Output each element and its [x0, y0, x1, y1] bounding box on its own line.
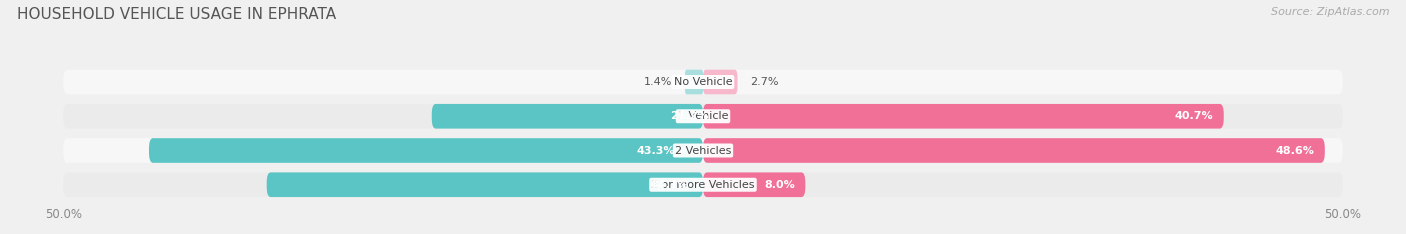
- Text: 1 Vehicle: 1 Vehicle: [678, 111, 728, 121]
- FancyBboxPatch shape: [703, 104, 1223, 129]
- FancyBboxPatch shape: [63, 70, 1343, 94]
- Text: 43.3%: 43.3%: [637, 146, 675, 156]
- Text: 40.7%: 40.7%: [1175, 111, 1213, 121]
- Text: Source: ZipAtlas.com: Source: ZipAtlas.com: [1271, 7, 1389, 17]
- FancyBboxPatch shape: [703, 70, 738, 94]
- Text: 48.6%: 48.6%: [1275, 146, 1315, 156]
- Text: 3 or more Vehicles: 3 or more Vehicles: [651, 180, 755, 190]
- FancyBboxPatch shape: [149, 138, 703, 163]
- FancyBboxPatch shape: [63, 172, 1343, 197]
- FancyBboxPatch shape: [703, 172, 806, 197]
- Text: No Vehicle: No Vehicle: [673, 77, 733, 87]
- Text: 21.2%: 21.2%: [671, 111, 709, 121]
- FancyBboxPatch shape: [63, 104, 1343, 129]
- FancyBboxPatch shape: [63, 138, 1343, 163]
- FancyBboxPatch shape: [432, 104, 703, 129]
- Text: 2 Vehicles: 2 Vehicles: [675, 146, 731, 156]
- Text: 2.7%: 2.7%: [751, 77, 779, 87]
- Text: 1.4%: 1.4%: [644, 77, 672, 87]
- FancyBboxPatch shape: [703, 138, 1324, 163]
- FancyBboxPatch shape: [685, 70, 703, 94]
- FancyBboxPatch shape: [267, 172, 703, 197]
- Text: 34.1%: 34.1%: [651, 180, 689, 190]
- Text: HOUSEHOLD VEHICLE USAGE IN EPHRATA: HOUSEHOLD VEHICLE USAGE IN EPHRATA: [17, 7, 336, 22]
- Text: 8.0%: 8.0%: [765, 180, 796, 190]
